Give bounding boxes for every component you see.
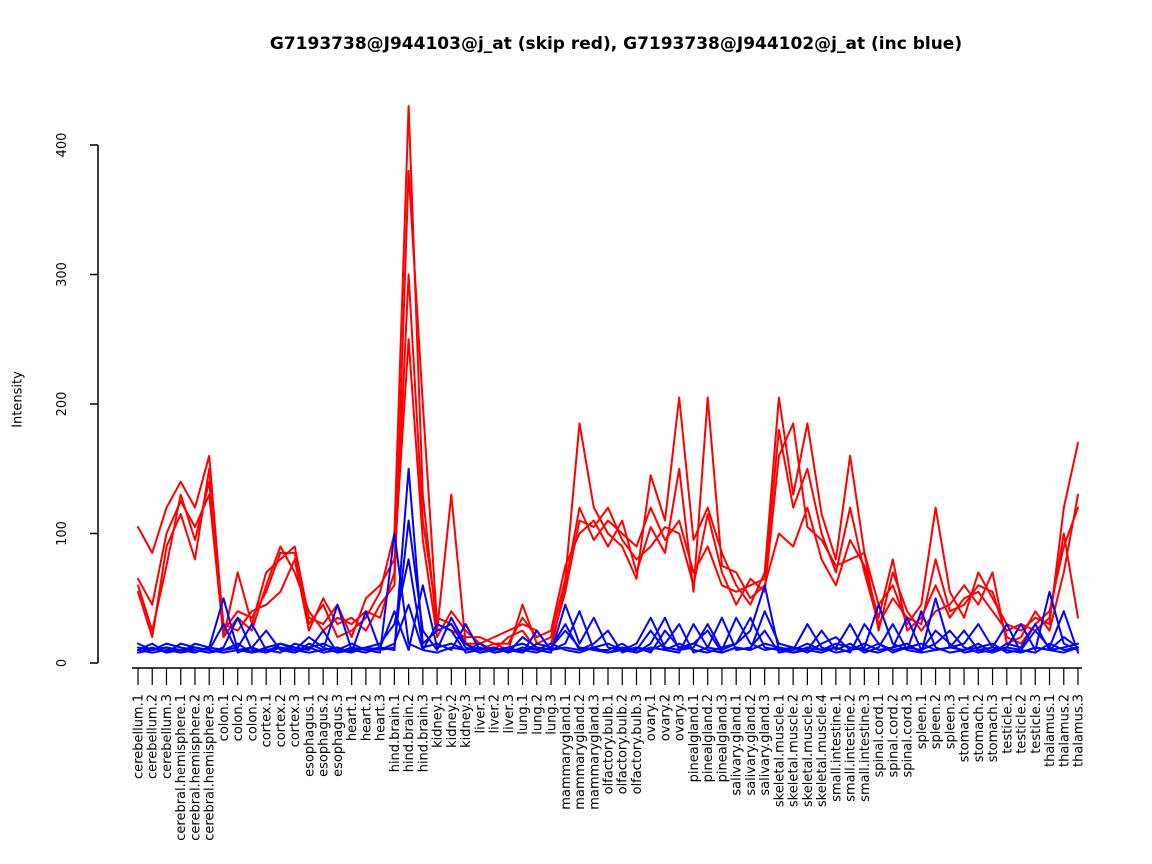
x-tick-label: cortex.1 [260,694,275,747]
x-tick-label: testicle.2 [1015,694,1030,754]
series-line-inc-blue-6 [137,603,1079,654]
x-tick-label: lung.1 [516,694,531,735]
x-tick-label: thalamus.2 [1057,694,1072,767]
x-tick-label: colon.3 [245,694,260,741]
series-line-inc-blue-5 [137,558,1079,654]
x-tick-label: liver.3 [502,694,517,733]
x-tick-label: skeletal.muscle.3 [801,694,816,807]
x-tick-label: testicle.1 [1000,694,1015,754]
x-tick-label: skeletal.muscle.1 [772,694,787,807]
x-tick-label: spinal.cord.2 [886,694,901,777]
x-tick-label: thalamus.1 [1043,694,1058,767]
x-tick-label: olfactory.bulb.2 [616,694,631,794]
x-tick-label: lung.2 [530,694,545,735]
x-tick-label: mammarygland.1 [559,694,574,810]
x-tick-label: kidney.2 [445,694,460,748]
x-tick-label: cortex.2 [274,694,289,747]
x-tick-label: pinealgland.2 [701,694,716,782]
x-tick-label: mammarygland.2 [573,694,588,810]
x-tick-label: spleen.3 [943,694,958,749]
x-tick-label: heart.1 [345,694,360,741]
x-tick-label: spleen.1 [915,694,930,749]
x-tick-label: ovary.3 [673,694,688,741]
x-tick-label: spleen.2 [929,694,944,749]
x-tick-label: pinealgland.1 [687,694,702,782]
x-tick-label: cerebellum.3 [160,694,175,779]
series-line-skip-red-4 [137,273,1079,651]
x-tick-label: stomach.2 [972,694,987,762]
series-line-inc-blue-4 [137,584,1079,654]
x-tick-label: esophagus.1 [302,694,317,777]
x-tick-label: spinal.cord.1 [872,694,887,777]
x-tick-label: liver.2 [488,694,503,733]
x-tick-label: esophagus.2 [317,694,332,777]
x-tick-label: salivary.gland.2 [744,694,759,796]
x-tick-label: thalamus.3 [1072,694,1087,767]
x-tick-label: mammarygland.3 [587,694,602,810]
x-tick-label: colon.2 [231,694,246,741]
x-tick-label: lung.3 [545,694,560,735]
x-tick-label: ovary.2 [659,694,674,741]
x-tick-label: hind.brain.1 [388,694,403,772]
y-tick-label: 100 [55,521,70,546]
x-tick-label: hind.brain.2 [402,694,417,772]
x-tick-label: salivary.gland.1 [730,694,745,796]
x-tick-label: skeletal.muscle.2 [787,694,802,807]
x-tick-label: testicle.3 [1029,694,1044,754]
x-tick-label: esophagus.3 [331,694,346,777]
y-tick-label: 300 [55,262,70,287]
y-tick-label: 200 [55,392,70,417]
x-tick-label: cerebellum.1 [132,694,147,779]
chart-title: G7193738@J944103@j_at (skip red), G71937… [269,34,963,54]
x-tick-label: olfactory.bulb.1 [602,694,617,794]
x-tick-label: spinal.cord.3 [901,694,916,777]
x-tick-label: liver.1 [473,694,488,733]
x-tick-label: heart.2 [359,694,374,741]
x-tick-label: hind.brain.3 [416,694,431,772]
y-tick-label: 400 [55,133,70,158]
x-tick-label: cerebellum.2 [146,694,161,779]
series-line-skip-red-1 [137,105,1079,651]
x-tick-label: heart.3 [374,694,389,741]
series-line-skip-red-2 [137,338,1079,651]
x-tick-label: olfactory.bulb.3 [630,694,645,794]
x-tick-label: kidney.3 [459,694,474,748]
y-tick-label: 0 [55,659,70,667]
x-tick-label: stomach.3 [986,694,1001,762]
x-tick-label: stomach.1 [958,694,973,762]
x-tick-label: kidney.1 [431,694,446,748]
x-tick-label: cortex.3 [288,694,303,747]
x-tick-label: small.intestine.1 [829,694,844,802]
series-line-skip-red-3 [137,169,1079,645]
x-tick-label: ovary.1 [644,694,659,741]
x-tick-label: skeletal.muscle.4 [815,694,830,807]
x-tick-label: small.intestine.2 [844,694,859,802]
x-tick-label: cerebral.hemisphere.1 [174,694,189,841]
x-tick-label: salivary.gland.3 [758,694,773,796]
x-tick-label: colon.1 [217,694,232,741]
x-tick-label: small.intestine.3 [858,694,873,802]
x-tick-label: cerebral.hemisphere.2 [189,694,204,841]
x-tick-label: pinealgland.3 [715,694,730,782]
x-tick-label: cerebral.hemisphere.3 [203,694,218,841]
